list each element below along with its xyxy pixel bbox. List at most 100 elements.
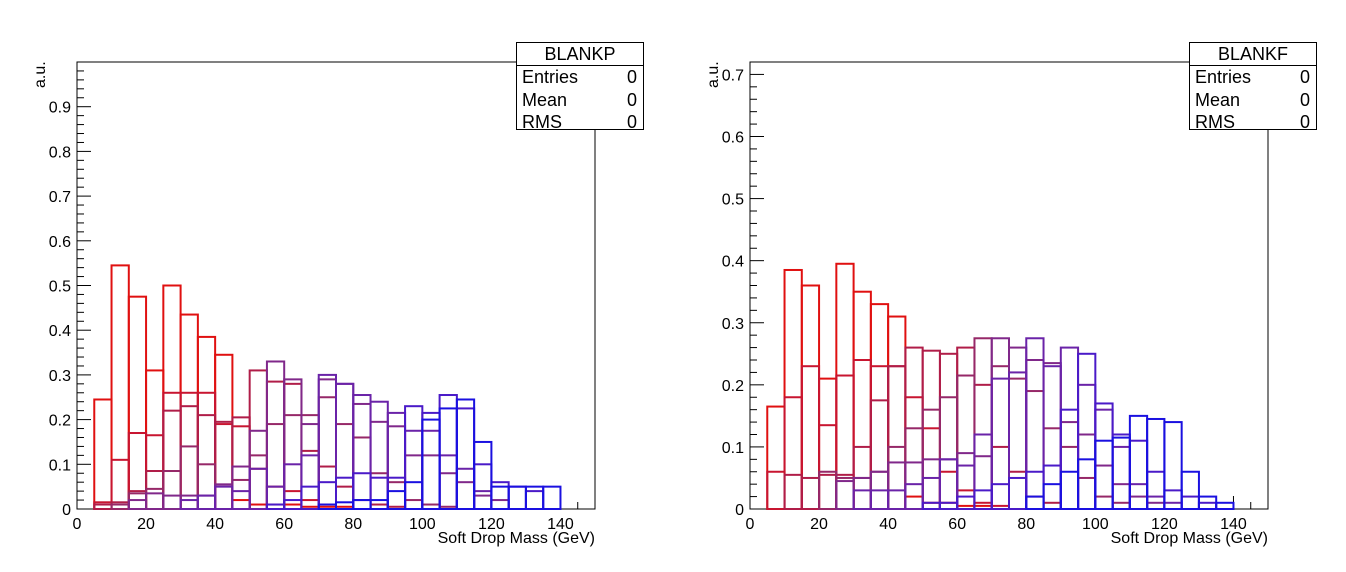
histogram-bin — [300, 423, 320, 511]
histogram-bin — [542, 485, 562, 510]
histogram-bin — [783, 396, 803, 510]
histogram-bin — [438, 394, 458, 511]
histogram-bin — [196, 335, 217, 510]
x-tick-label: 0 — [746, 516, 755, 533]
y-tick-label: 0.2 — [722, 378, 744, 395]
x-tick-label: 140 — [547, 516, 574, 533]
histogram-bin — [938, 396, 959, 510]
histogram-bin — [93, 501, 113, 511]
histogram-bin — [1128, 495, 1149, 511]
y-tick-label: 0.4 — [49, 323, 71, 340]
histogram-bin — [265, 380, 286, 511]
histogram-bin — [179, 494, 199, 510]
histogram-bin — [887, 365, 907, 511]
histogram-bin — [265, 485, 286, 510]
histogram-bin — [818, 377, 838, 510]
histogram-bin — [1094, 495, 1114, 511]
y-tick-label: 0.2 — [49, 413, 71, 430]
histogram-bin — [214, 423, 234, 511]
histogram-bin — [352, 499, 372, 510]
histogram-bin — [300, 414, 320, 511]
histogram-bin — [1128, 439, 1149, 511]
histogram-bin — [921, 349, 941, 510]
histogram-bin — [973, 433, 993, 510]
histogram-bin — [1077, 433, 1097, 510]
histogram-bin — [231, 478, 251, 511]
histogram-bin — [800, 284, 821, 510]
histogram-bin — [1042, 427, 1062, 510]
y-axis-title: a.u. — [705, 61, 722, 88]
histogram-bin — [386, 425, 407, 510]
histogram-bin — [317, 378, 338, 510]
histogram-bin — [300, 485, 320, 510]
histogram-bin — [283, 463, 303, 510]
histogram-bin — [921, 427, 941, 510]
histogram-bin — [783, 473, 803, 510]
histogram-bin — [214, 483, 234, 511]
histogram-bin — [231, 499, 251, 510]
histogram-bin — [1094, 464, 1114, 510]
histogram-bin — [127, 499, 148, 510]
histogram-bin — [1111, 483, 1131, 510]
histogram-bin — [1008, 476, 1028, 511]
stats-row-mean: Mean 0 — [522, 89, 637, 110]
histogram-bin — [818, 424, 838, 510]
y-tick-label: 0.7 — [49, 189, 71, 206]
histogram-series-8 — [1025, 414, 1235, 511]
histogram-bin — [1180, 495, 1200, 511]
histogram-bin — [179, 405, 199, 510]
y-tick-label: 0.9 — [49, 100, 71, 117]
histogram-bin — [1042, 365, 1062, 511]
histogram-bin — [404, 481, 424, 510]
histogram-bin — [179, 499, 199, 510]
y-tick-label: 0.1 — [49, 457, 71, 474]
x-tick-label: 140 — [1220, 516, 1247, 533]
histogram-bin — [524, 485, 545, 510]
histogram-bin — [473, 463, 493, 510]
histogram-bin — [1059, 470, 1080, 510]
histogram-bin — [214, 420, 234, 510]
histogram-bin — [196, 391, 217, 510]
histogram-bin — [1025, 359, 1045, 510]
histogram-bin — [145, 470, 165, 511]
histogram-bin — [990, 365, 1011, 511]
histogram-bin — [904, 396, 924, 510]
histogram-bin — [196, 494, 217, 510]
histogram-bin — [835, 262, 855, 511]
histogram-series-1 — [93, 264, 355, 511]
histogram-bin — [1025, 495, 1045, 511]
histogram-bin — [800, 476, 821, 511]
y-tick-label: 0.3 — [49, 368, 71, 385]
histogram-bin — [369, 420, 389, 510]
histogram-bin — [231, 465, 251, 511]
histogram-bin — [852, 489, 872, 510]
stats-title: BLANKF — [1190, 43, 1316, 66]
histogram-bin — [800, 365, 821, 511]
stats-row-entries: Entries 0 — [522, 67, 637, 87]
y-tick-label: 0.4 — [722, 254, 744, 271]
histogram-bin — [973, 455, 993, 510]
stats-box: BLANKF Entries 0 Mean 0 RMS 0 — [1189, 42, 1317, 132]
histogram-bin — [852, 359, 872, 510]
histogram-bin — [956, 495, 976, 511]
left-histogram-plot: 0 20 40 60 80 100 120 140 0 0.1 0.2 0.3 0.4 0.5 0.6 0.7… — [49, 61, 596, 533]
histogram-bin — [990, 445, 1011, 510]
histogram-bin — [887, 315, 907, 510]
histogram-bin — [248, 429, 268, 510]
histogram-bin — [317, 373, 338, 510]
histogram-bin — [421, 454, 441, 510]
stats-box: BLANKP Entries 0 Mean 0 RMS 0 — [516, 42, 644, 132]
histogram-bin — [921, 458, 941, 511]
histogram-bin — [869, 303, 890, 510]
histogram-bin — [127, 492, 148, 511]
histogram-bin — [1111, 433, 1131, 510]
histogram-bin — [1111, 445, 1131, 510]
histogram-bin — [990, 377, 1011, 510]
histogram-bin — [248, 369, 268, 510]
histogram-bin — [110, 501, 130, 511]
histogram-bin — [248, 454, 268, 510]
y-tick-label: 0 — [62, 502, 71, 519]
histogram-bin — [1042, 362, 1062, 510]
histogram-bin — [455, 481, 476, 510]
right-histogram-plot: 0 20 40 60 80 100 120 140 0 0.1 0.2 0.3 0.4 0.5 0.6 0.7 — [722, 61, 1269, 533]
